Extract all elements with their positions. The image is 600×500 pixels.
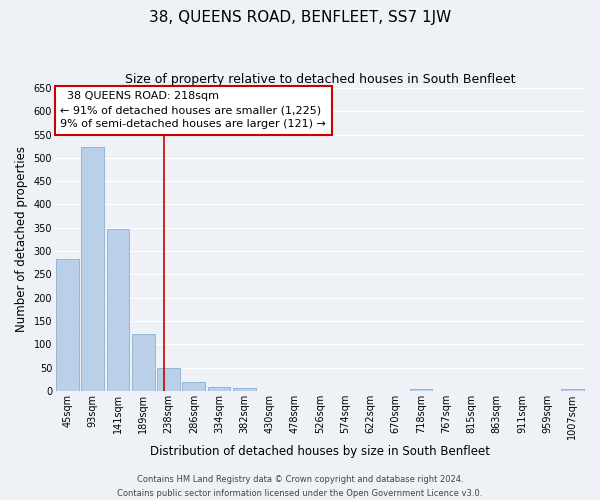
Bar [233,388,256,391]
Title: Size of property relative to detached houses in South Benfleet: Size of property relative to detached ho… [125,72,515,86]
Bar [132,334,155,391]
Bar [82,146,104,391]
Text: Contains HM Land Registry data © Crown copyright and database right 2024.
Contai: Contains HM Land Registry data © Crown c… [118,476,482,498]
Bar [107,229,130,391]
Bar [182,382,205,391]
Bar [561,389,584,391]
X-axis label: Distribution of detached houses by size in South Benfleet: Distribution of detached houses by size … [150,444,490,458]
Y-axis label: Number of detached properties: Number of detached properties [15,146,28,332]
Bar [208,387,230,391]
Text: 38, QUEENS ROAD, BENFLEET, SS7 1JW: 38, QUEENS ROAD, BENFLEET, SS7 1JW [149,10,451,25]
Bar [157,368,180,391]
Text: 38 QUEENS ROAD: 218sqm
← 91% of detached houses are smaller (1,225)
9% of semi-d: 38 QUEENS ROAD: 218sqm ← 91% of detached… [60,91,326,129]
Bar [56,259,79,391]
Bar [410,389,432,391]
